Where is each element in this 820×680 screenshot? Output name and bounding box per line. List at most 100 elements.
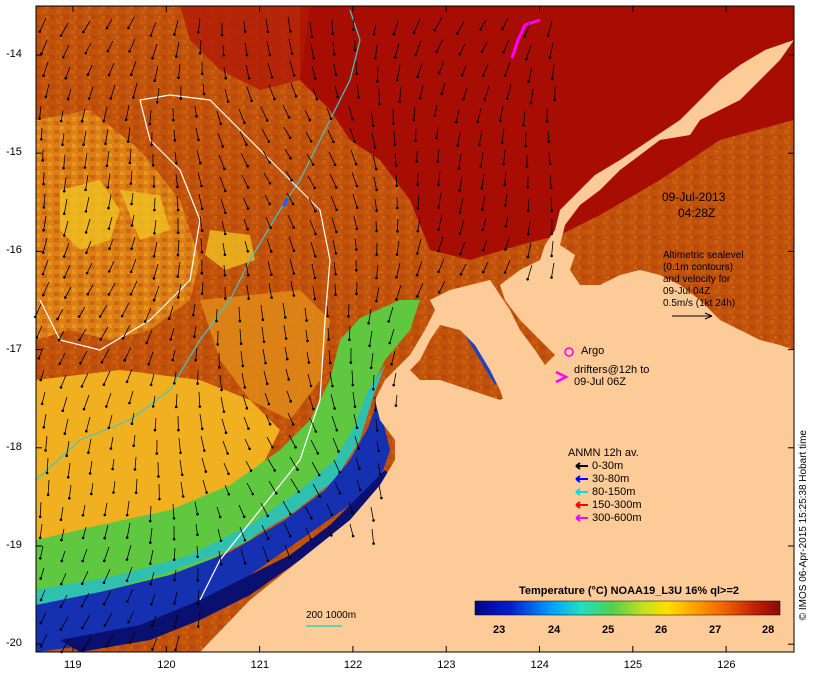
velocity-arrow-head bbox=[245, 406, 249, 410]
velocity-arrow bbox=[198, 193, 203, 209]
x-tick-label: 125 bbox=[623, 659, 643, 671]
velocity-arrow bbox=[481, 173, 485, 189]
velocity-arrow-head bbox=[313, 297, 317, 301]
velocity-arrow-head bbox=[284, 316, 287, 319]
isobath-200m bbox=[35, 9, 361, 481]
velocity-arrow bbox=[59, 352, 66, 364]
velocity-arrow bbox=[417, 62, 423, 77]
velocity-arrow bbox=[156, 87, 160, 103]
velocity-arrow bbox=[413, 18, 421, 33]
velocity-arrow bbox=[78, 306, 86, 317]
velocity-arrow bbox=[88, 86, 94, 99]
velocity-arrow bbox=[438, 280, 446, 293]
velocity-arrow bbox=[126, 566, 133, 581]
velocity-arrow bbox=[334, 85, 339, 97]
velocity-arrow-head bbox=[86, 73, 90, 76]
velocity-arrow bbox=[282, 302, 286, 318]
colorbar bbox=[474, 600, 781, 616]
x-tick-label: 121 bbox=[250, 659, 269, 671]
velocity-arrow-head bbox=[375, 229, 378, 233]
velocity-arrow bbox=[265, 18, 269, 32]
velocity-arrow-head bbox=[315, 97, 319, 101]
velocity-arrow bbox=[352, 391, 356, 407]
velocity-arrow bbox=[260, 304, 264, 320]
velocity-arrow bbox=[60, 506, 64, 520]
velocity-arrow-head bbox=[336, 95, 340, 98]
velocity-arrow bbox=[82, 526, 87, 539]
velocity-arrow-head bbox=[111, 467, 114, 471]
velocity-arrow-head bbox=[435, 136, 438, 140]
blue-coastal-band bbox=[36, 400, 390, 652]
velocity-arrow bbox=[121, 302, 130, 317]
velocity-arrow bbox=[327, 525, 332, 536]
velocity-arrow-head bbox=[173, 578, 176, 582]
velocity-arrow-head bbox=[215, 319, 218, 323]
velocity-arrow-head bbox=[157, 475, 160, 478]
velocity-arrow-head bbox=[38, 117, 41, 120]
y-tick-label: -19 bbox=[6, 539, 22, 551]
velocity-arrow-head bbox=[59, 605, 63, 609]
velocity-arrow bbox=[174, 19, 179, 35]
velocity-arrow bbox=[194, 325, 197, 337]
velocity-arrow bbox=[79, 328, 87, 341]
velocity-arrow bbox=[356, 479, 361, 491]
velocity-arrow-head bbox=[80, 582, 84, 585]
velocity-arrow-head bbox=[545, 120, 549, 123]
velocity-arrow-head bbox=[81, 559, 84, 563]
velocity-arrow-head bbox=[200, 72, 204, 75]
velocity-arrow bbox=[334, 481, 341, 494]
velocity-arrow-head bbox=[352, 28, 355, 31]
velocity-arrow-head bbox=[130, 247, 133, 251]
velocity-arrow-head bbox=[355, 72, 358, 75]
velocity-arrow bbox=[262, 546, 269, 562]
velocity-arrow-head bbox=[433, 28, 437, 32]
velocity-arrow bbox=[505, 237, 510, 250]
velocity-arrow-head bbox=[458, 189, 461, 193]
velocity-arrow bbox=[68, 484, 72, 499]
velocity-arrow bbox=[416, 282, 424, 297]
velocity-arrow-head bbox=[416, 252, 419, 255]
velocity-arrow bbox=[179, 459, 183, 475]
velocity-arrow-head bbox=[376, 79, 379, 83]
velocity-arrow-head bbox=[102, 119, 105, 123]
velocity-arrow bbox=[484, 85, 490, 100]
velocity-arrow bbox=[85, 196, 90, 212]
velocity-arrow-head bbox=[128, 50, 131, 53]
velocity-arrow-head bbox=[62, 255, 66, 258]
velocity-arrow bbox=[328, 151, 336, 165]
velocity-arrow-head bbox=[455, 120, 458, 124]
velocity-arrow-head bbox=[500, 141, 504, 144]
colorbar-tick-label: 26 bbox=[655, 624, 668, 636]
velocity-arrow-head bbox=[349, 361, 353, 364]
velocity-arrow bbox=[332, 437, 339, 452]
velocity-arrow bbox=[129, 390, 134, 404]
velocity-arrow-head bbox=[80, 119, 84, 123]
velocity-arrow bbox=[267, 458, 276, 471]
velocity-arrow-head bbox=[63, 212, 66, 215]
velocity-arrow-head bbox=[246, 164, 249, 168]
velocity-arrow-head bbox=[273, 97, 276, 101]
velocity-arrow-head bbox=[177, 428, 180, 432]
velocity-arrow bbox=[197, 171, 202, 187]
velocity-arrow-head bbox=[198, 405, 202, 408]
velocity-arrow-head bbox=[264, 361, 267, 365]
warm-pool-band bbox=[180, 6, 310, 90]
velocity-arrow-head bbox=[40, 138, 43, 141]
velocity-arrow-head bbox=[63, 432, 67, 435]
velocity-arrow bbox=[130, 60, 137, 75]
velocity-arrow-head bbox=[129, 182, 133, 185]
velocity-arrow-head bbox=[200, 184, 203, 188]
velocity-arrow bbox=[194, 501, 198, 515]
velocity-arrow-head bbox=[266, 537, 270, 540]
velocity-arrow bbox=[67, 462, 71, 478]
velocity-arrow-head bbox=[333, 163, 337, 166]
velocity-arrow-head bbox=[526, 255, 530, 259]
velocity-arrow bbox=[434, 104, 438, 116]
velocity-arrow-head bbox=[128, 641, 132, 644]
velocity-arrow-head bbox=[109, 447, 113, 450]
velocity-arrow-head bbox=[375, 299, 378, 303]
velocity-arrow bbox=[284, 346, 288, 360]
velocity-arrow bbox=[152, 637, 158, 650]
velocity-arrow-head bbox=[128, 161, 132, 165]
velocity-arrow bbox=[222, 440, 228, 454]
